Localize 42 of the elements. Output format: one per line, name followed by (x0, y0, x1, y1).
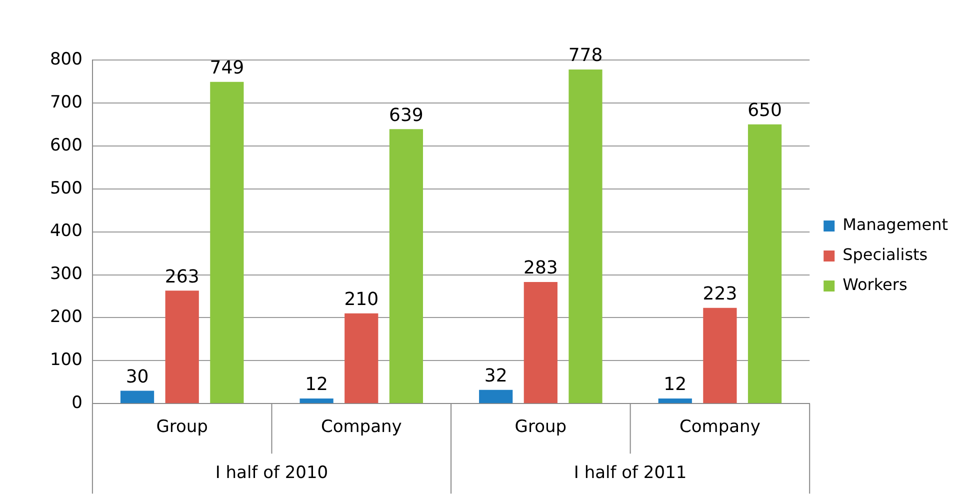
text: I half of 2010 (215, 463, 328, 484)
legend-label: Management (842, 215, 948, 234)
data-label: 283 (523, 258, 558, 279)
y-tick-label: 400 (50, 221, 82, 242)
bar (120, 390, 154, 404)
y-tick-label: 800 (50, 49, 82, 70)
data-label: 639 (389, 104, 424, 126)
data-label: 32 (484, 366, 508, 387)
legend-label: Specialists (842, 245, 928, 264)
bar (165, 290, 199, 404)
data-label: 650 (748, 100, 782, 122)
y-tick-label: 200 (50, 307, 82, 328)
y-tick-label: 500 (50, 178, 82, 198)
x-tick-label: Company (320, 417, 402, 438)
y-tick-label: 700 (50, 92, 82, 112)
data-label: 778 (568, 45, 603, 66)
bar (479, 390, 513, 404)
bar (344, 313, 378, 404)
bar (210, 82, 244, 404)
y-tick-label: 100 (50, 350, 82, 370)
data-label: 12 (305, 374, 328, 396)
data-label: 749 (210, 58, 244, 79)
data-label: 210 (344, 289, 379, 310)
bar (389, 129, 424, 404)
y-tick-label: 600 (50, 135, 82, 156)
bar (703, 308, 737, 404)
data-label: 263 (164, 266, 200, 288)
text: I half of 2011 (574, 463, 687, 484)
y-tick-label: 0 (72, 393, 82, 414)
bar (568, 69, 602, 404)
data-label: 30 (126, 366, 149, 388)
x-tick-label: Company (680, 417, 760, 438)
x-tick-label: Group (156, 417, 208, 438)
bar (524, 282, 558, 404)
bar (658, 398, 692, 404)
legend-label: Workers (842, 275, 908, 294)
y-tick-label: 300 (50, 264, 82, 284)
bar (300, 398, 334, 404)
x-tick-label: Group (514, 417, 567, 438)
data-label: 223 (702, 283, 738, 304)
bar (748, 124, 782, 404)
data-label: 12 (664, 374, 687, 396)
